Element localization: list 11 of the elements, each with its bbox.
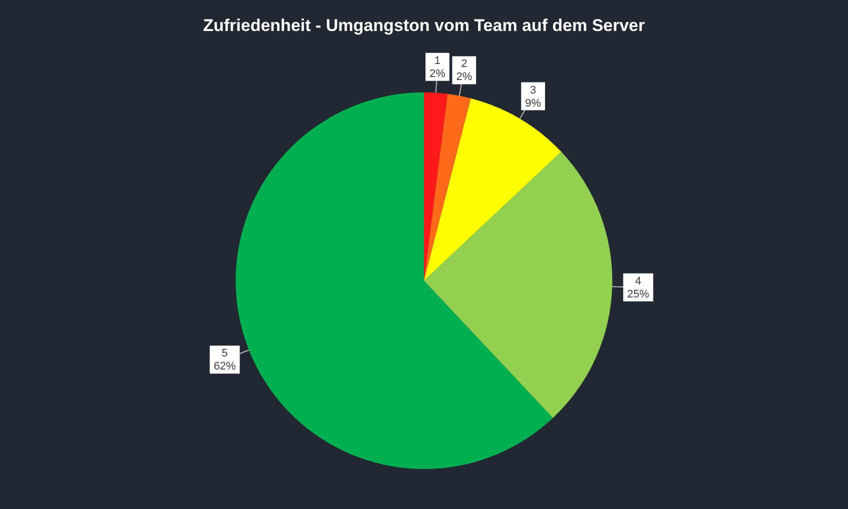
slice-label: 2 [461,58,468,70]
chart-title: Zufriedenheit - Umgangston vom Team auf dem Server [203,16,646,35]
slice-label: 5 [222,348,228,360]
slice-label: 1 [434,54,441,67]
data-label: 62% [214,360,236,373]
data-label: 2% [430,68,446,80]
slice-label: 4 [635,275,642,288]
data-label: 25% [627,288,650,300]
data-label: 9% [525,97,542,110]
data-label: 2% [456,71,472,84]
slice-label: 3 [530,84,536,96]
